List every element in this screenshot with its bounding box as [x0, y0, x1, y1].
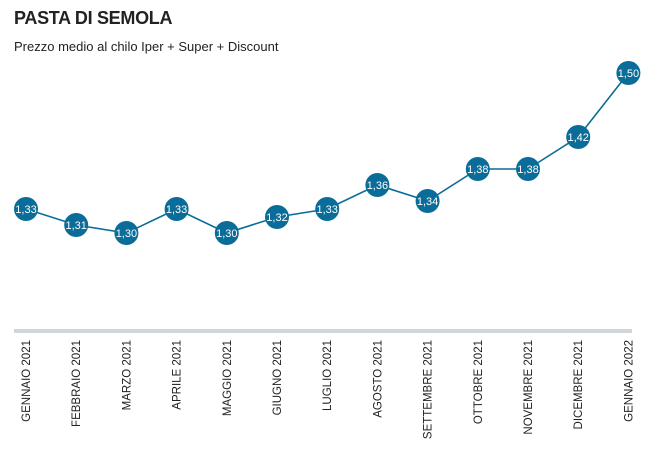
x-tick-label: AGOSTO 2021 — [372, 340, 384, 418]
data-label: 1,34 — [417, 196, 438, 208]
x-tick-label: APRILE 2021 — [172, 340, 184, 410]
chart-title: PASTA DI SEMOLA — [14, 8, 173, 28]
data-label: 1,33 — [316, 204, 337, 216]
data-point — [64, 213, 89, 237]
data-label: 1,30 — [116, 228, 137, 240]
data-point — [315, 197, 340, 221]
chart-subtitle: Prezzo medio al chilo Iper + Super + Dis… — [14, 39, 279, 54]
x-tick-label: OTTOBRE 2021 — [473, 340, 485, 424]
data-point — [14, 197, 38, 221]
x-tick-label: MARZO 2021 — [121, 340, 133, 410]
data-label: 1,32 — [266, 212, 287, 224]
x-tick-label: SETTEMBRE 2021 — [423, 340, 435, 439]
data-label: 1,31 — [65, 220, 86, 232]
data-point — [365, 173, 390, 197]
x-tick-label: GIUGNO 2021 — [272, 340, 284, 415]
data-point — [214, 221, 239, 245]
x-tick-label: MAGGIO 2021 — [222, 340, 234, 416]
data-label: 1,33 — [166, 204, 187, 216]
data-label: 1,50 — [618, 68, 639, 80]
x-tick-label: GENNAIO 2022 — [623, 340, 635, 422]
data-label: 1,38 — [467, 164, 488, 176]
x-tick-label: NOVEMBRE 2021 — [523, 340, 535, 435]
data-point — [164, 197, 189, 221]
data-label: 1,33 — [15, 204, 36, 216]
x-tick-label: LUGLIO 2021 — [322, 340, 334, 411]
data-label: 1,42 — [567, 132, 588, 144]
data-point — [616, 61, 641, 85]
x-tick-label: FEBBRAIO 2021 — [71, 340, 83, 427]
data-point — [415, 189, 440, 213]
data-point — [265, 205, 289, 229]
data-point — [114, 221, 139, 245]
x-tick-label: DICEMBRE 2021 — [573, 340, 585, 429]
x-tick-label: GENNAIO 2021 — [21, 340, 33, 422]
data-label: 1,30 — [216, 228, 237, 240]
data-point — [566, 125, 591, 149]
data-point — [465, 157, 490, 181]
data-label: 1,38 — [517, 164, 538, 176]
data-label: 1,36 — [367, 180, 388, 192]
data-point — [516, 157, 540, 181]
